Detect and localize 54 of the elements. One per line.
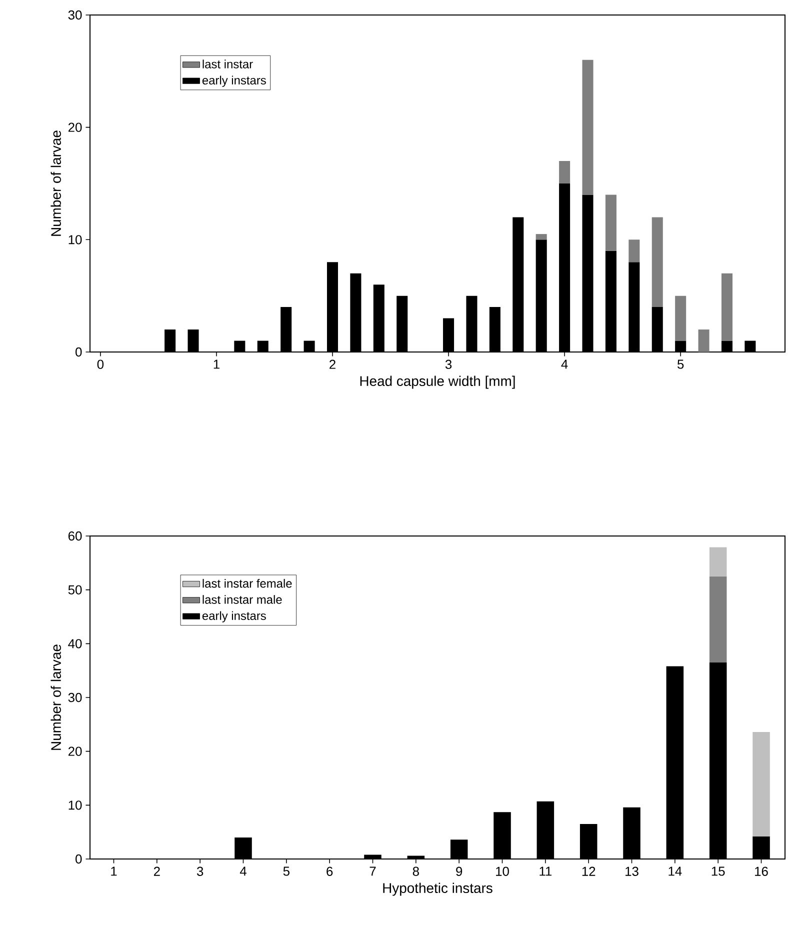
bar xyxy=(709,576,727,663)
y-tick-label: 30 xyxy=(68,692,82,702)
y-tick-label: 20 xyxy=(68,122,82,132)
legend-label: early instars xyxy=(202,611,266,622)
x-axis-title: Hypothetic instars xyxy=(383,882,492,896)
y-tick-label: 10 xyxy=(68,800,82,810)
x-tick-label: 2 xyxy=(154,866,160,876)
x-tick-label: 10 xyxy=(496,866,509,876)
bar xyxy=(721,273,732,341)
legend-label: early instars xyxy=(202,76,266,87)
x-axis-title: Head capsule width [mm] xyxy=(360,376,515,389)
y-tick-label: 50 xyxy=(68,585,82,594)
x-tick-label: 8 xyxy=(412,866,419,876)
bar xyxy=(536,234,547,240)
x-tick-label: 1 xyxy=(111,866,117,876)
y-tick-label: 20 xyxy=(68,746,82,756)
bar xyxy=(675,296,686,341)
y-axis-title: Number of larvae xyxy=(50,130,61,236)
x-tick-label: 4 xyxy=(561,360,568,369)
x-tick-label: 5 xyxy=(677,360,684,369)
x-tick-label: 4 xyxy=(240,866,246,876)
x-tick-label: 9 xyxy=(456,866,462,876)
x-tick-label: 2 xyxy=(330,360,336,369)
bar xyxy=(582,60,594,195)
bar xyxy=(698,330,710,352)
y-tick-label: 0 xyxy=(76,347,82,357)
y-axis-title: Number of larvae xyxy=(50,644,61,750)
legend-label: last instar female xyxy=(202,578,292,588)
y-tick-label: 30 xyxy=(68,10,82,20)
x-tick-label: 3 xyxy=(445,360,452,369)
x-tick-label: 1 xyxy=(214,360,220,369)
x-tick-label: 0 xyxy=(97,360,104,369)
legend-label: last instar xyxy=(202,60,253,68)
x-tick-label: 7 xyxy=(370,866,376,876)
x-tick-label: 13 xyxy=(626,866,638,876)
x-tick-label: 15 xyxy=(712,866,725,876)
x-tick-label: 11 xyxy=(540,866,552,876)
bar xyxy=(628,240,640,262)
x-tick-label: 12 xyxy=(582,866,596,876)
x-tick-label: 3 xyxy=(196,866,204,876)
legend-label: last instar male xyxy=(202,595,282,604)
y-tick-label: 60 xyxy=(68,531,82,541)
x-tick-label: 6 xyxy=(326,866,333,876)
bar xyxy=(605,194,616,251)
bar xyxy=(752,732,770,836)
bar xyxy=(709,547,727,576)
bar xyxy=(559,161,570,184)
x-tick-label: 5 xyxy=(283,866,290,876)
y-tick-label: 10 xyxy=(68,235,82,244)
x-tick-label: 14 xyxy=(668,866,682,876)
y-tick-label: 40 xyxy=(68,639,82,648)
x-tick-label: 16 xyxy=(755,866,768,876)
bar xyxy=(652,217,663,308)
y-tick-label: 0 xyxy=(76,854,82,864)
